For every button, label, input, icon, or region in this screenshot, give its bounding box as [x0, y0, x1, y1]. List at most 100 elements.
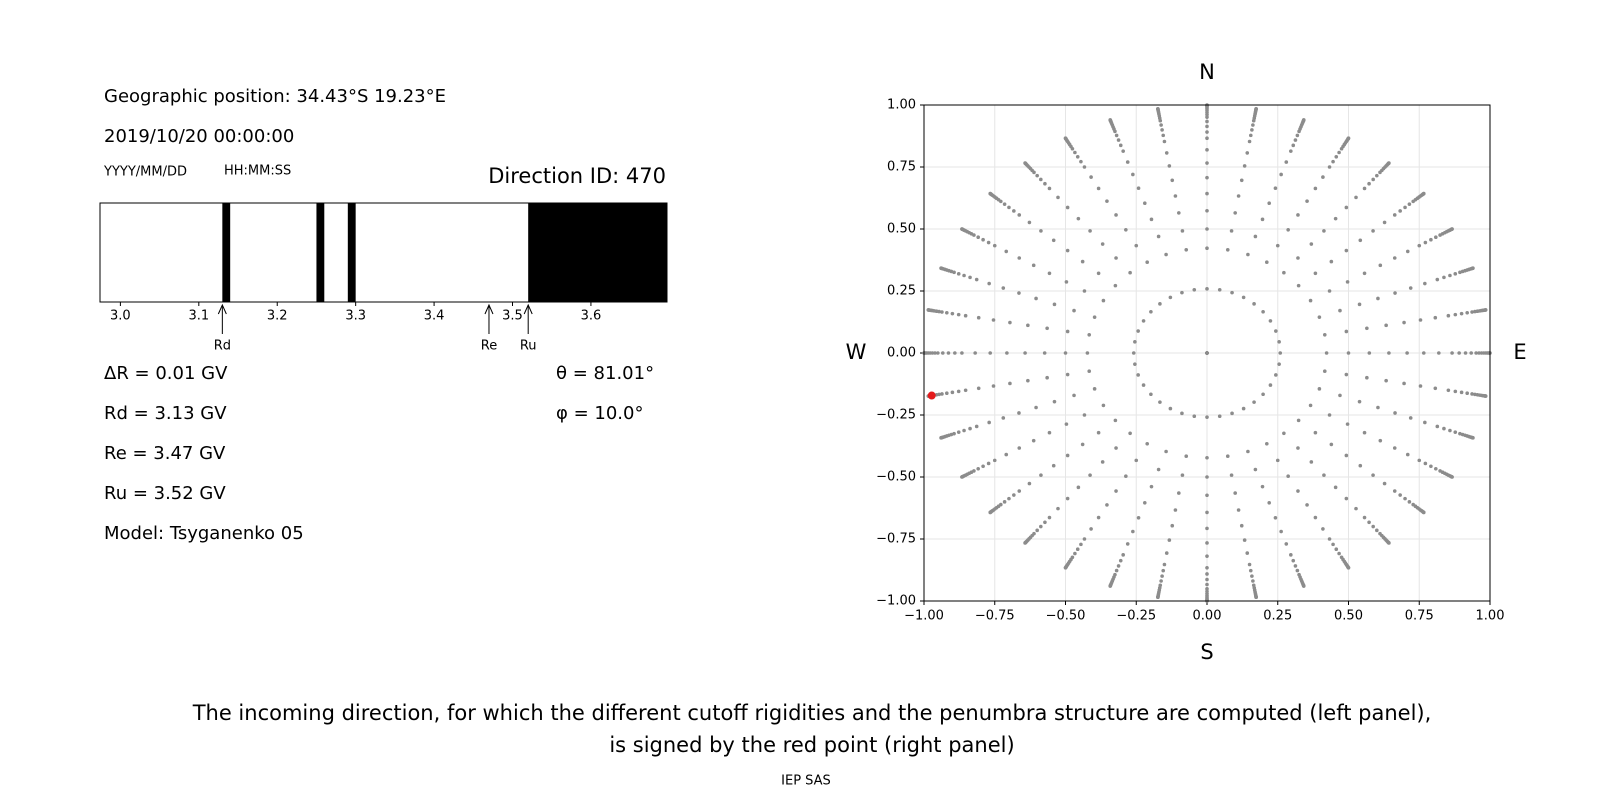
- direction-point: [1128, 270, 1132, 275]
- direction-point: [1442, 275, 1446, 280]
- position: Geographic position: 34.43°S 19.23°E: [104, 86, 446, 107]
- direction-point: [1337, 551, 1341, 556]
- direction-point: [1089, 175, 1093, 179]
- direction-point: [1167, 164, 1172, 168]
- direction-point: [1089, 527, 1093, 531]
- direction-point: [1205, 456, 1209, 460]
- direction-point: [1229, 473, 1234, 477]
- direction-point: [1252, 302, 1256, 306]
- marker-label: Ru: [520, 339, 537, 354]
- direction-point: [1149, 392, 1153, 397]
- direction-point: [1275, 458, 1280, 463]
- direction-point: [950, 390, 955, 395]
- direction-point: [1446, 388, 1451, 393]
- direction-point: [1398, 493, 1402, 497]
- direction-point: [1124, 474, 1128, 478]
- direction-point: [1087, 333, 1092, 337]
- direction-point: [1063, 565, 1068, 570]
- direction-point: [1387, 541, 1391, 545]
- direction-point: [1217, 414, 1222, 419]
- direction-point: [1158, 302, 1162, 306]
- direction-point: [1118, 143, 1123, 148]
- direction-point: [1277, 362, 1281, 366]
- direction-point: [1392, 256, 1397, 260]
- direction-point: [1113, 418, 1118, 423]
- direction-point: [940, 392, 944, 396]
- direction-point: [1031, 263, 1036, 268]
- direction-point: [1225, 454, 1230, 459]
- direction-point: [1170, 178, 1175, 183]
- direction-point: [1305, 199, 1309, 203]
- direction-point: [1421, 191, 1426, 196]
- direction-point: [1205, 582, 1209, 587]
- x-tick-label: 3.6: [581, 309, 602, 324]
- direction-point: [1465, 391, 1469, 396]
- direction-point: [1309, 242, 1314, 246]
- direction-point: [1407, 500, 1412, 504]
- compass-north: N: [1199, 60, 1215, 84]
- direction-point: [1039, 177, 1043, 182]
- direction-point: [1459, 390, 1464, 395]
- direction-point: [1242, 164, 1247, 168]
- direction-point: [1417, 243, 1422, 248]
- direction-point: [1407, 202, 1412, 206]
- direction-point: [988, 191, 993, 196]
- direction-point: [1301, 118, 1306, 122]
- direction-point: [1346, 565, 1351, 570]
- direction-point: [1076, 485, 1081, 490]
- x-tick-label: 0.00: [1193, 609, 1222, 624]
- direction-point: [1085, 351, 1090, 355]
- direction-point: [1376, 405, 1380, 410]
- direction-point: [1217, 287, 1222, 292]
- direction-point: [1423, 420, 1427, 425]
- direction-point: [1105, 199, 1109, 203]
- direction-point: [976, 235, 980, 240]
- direction-point: [1358, 463, 1363, 468]
- direction-point: [960, 475, 964, 479]
- direction-point: [1008, 320, 1012, 325]
- direction-point: [1088, 473, 1092, 477]
- direction-point: [1358, 238, 1363, 243]
- direction-point: [1205, 572, 1209, 576]
- direction-point: [976, 466, 980, 471]
- direction-point: [1327, 165, 1332, 169]
- direction-point: [1254, 106, 1258, 111]
- direction-point: [1088, 229, 1092, 233]
- direction-point: [1247, 139, 1252, 144]
- direction-point: [1039, 473, 1043, 477]
- direction-point: [1398, 209, 1402, 213]
- direction-point: [1027, 481, 1032, 486]
- direction-point: [973, 351, 977, 355]
- direction-point: [1296, 213, 1300, 217]
- caption: is signed by the red point (right panel): [609, 733, 1014, 757]
- direction-point: [1313, 186, 1318, 191]
- direction-point: [1192, 414, 1197, 419]
- direction-point: [1184, 247, 1189, 252]
- direction-point: [1457, 351, 1461, 355]
- compass-west: W: [846, 340, 867, 364]
- direction-point: [1334, 547, 1339, 552]
- direction-point: [1205, 351, 1209, 355]
- direction-point: [1051, 463, 1056, 468]
- compass-east: E: [1513, 340, 1526, 364]
- direction-point: [1125, 542, 1130, 546]
- direction-point: [1145, 441, 1149, 446]
- direction-point: [1082, 289, 1087, 293]
- direction-point: [1387, 161, 1391, 165]
- x-tick-label: −1.00: [904, 609, 944, 624]
- direction-point: [1371, 229, 1375, 233]
- direction-point: [1108, 118, 1113, 122]
- direction-point: [1371, 524, 1375, 529]
- direction-point: [1433, 315, 1438, 320]
- direction-point: [956, 312, 961, 317]
- direction-point: [1470, 310, 1474, 314]
- direction-point: [1277, 340, 1281, 344]
- direction-point: [1114, 489, 1118, 493]
- direction-point: [1367, 351, 1372, 355]
- direction-point: [1017, 291, 1021, 295]
- direction-point: [1470, 392, 1474, 396]
- direction-point: [1026, 378, 1030, 383]
- direction-point: [1375, 173, 1379, 178]
- direction-point: [1279, 172, 1283, 177]
- direction-point: [1317, 387, 1322, 391]
